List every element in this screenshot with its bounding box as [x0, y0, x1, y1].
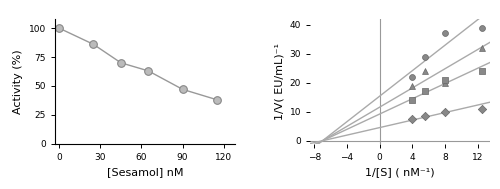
- Point: [420, 55, 428, 58]
- Point: [420, 115, 428, 118]
- X-axis label: [Sesamol] nM: [Sesamol] nM: [106, 167, 183, 177]
- Point: [408, 75, 416, 78]
- Y-axis label: 1/V( EU/mL)⁻¹: 1/V( EU/mL)⁻¹: [274, 43, 284, 120]
- Point: [478, 26, 486, 29]
- Point: [408, 84, 416, 87]
- Point: [441, 32, 449, 35]
- Point: [441, 81, 449, 84]
- Point: [478, 107, 486, 110]
- Point: [420, 70, 428, 73]
- Point: [408, 99, 416, 102]
- Point: [408, 118, 416, 121]
- Point: [478, 70, 486, 73]
- Point: [420, 90, 428, 93]
- X-axis label: 1/[S] ( nM⁻¹): 1/[S] ( nM⁻¹): [366, 167, 435, 177]
- Point: [441, 78, 449, 81]
- Y-axis label: Activity (%): Activity (%): [13, 49, 23, 114]
- Point: [441, 110, 449, 113]
- Point: [478, 46, 486, 49]
